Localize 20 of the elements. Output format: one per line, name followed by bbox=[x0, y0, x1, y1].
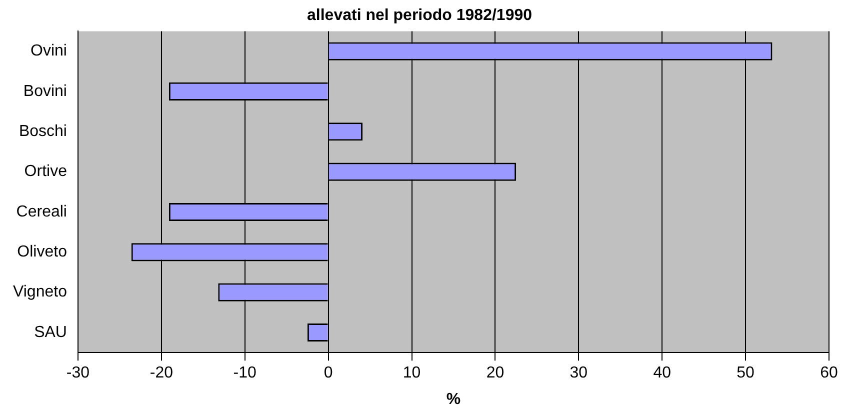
x-axis-title: % bbox=[446, 390, 461, 408]
chart-title: allevati nel periodo 1982/1990 bbox=[306, 7, 532, 24]
x-tick-label: 20 bbox=[486, 364, 504, 382]
x-tick-label: 40 bbox=[653, 364, 672, 382]
y-tick-label: Oliveto bbox=[17, 244, 68, 261]
y-tick-label: Ortive bbox=[24, 163, 68, 180]
x-tick-label: 50 bbox=[736, 364, 755, 382]
y-tick-label: Ovini bbox=[30, 42, 67, 60]
y-tick-label: Boschi bbox=[18, 123, 67, 140]
x-tick-label: -20 bbox=[150, 364, 174, 382]
x-tick-label: 0 bbox=[324, 364, 333, 382]
x-tick-label: 60 bbox=[820, 364, 838, 382]
x-tick-label: -10 bbox=[233, 364, 257, 382]
x-tick-label: -30 bbox=[66, 364, 90, 382]
y-tick-label: Cereali bbox=[16, 203, 67, 220]
y-tick-label: Vigneto bbox=[12, 284, 68, 301]
x-tick-label: 30 bbox=[570, 364, 588, 382]
y-tick-label: Bovini bbox=[23, 82, 67, 100]
x-tick-label: 10 bbox=[402, 364, 421, 382]
y-tick-label: SAU bbox=[34, 324, 67, 341]
